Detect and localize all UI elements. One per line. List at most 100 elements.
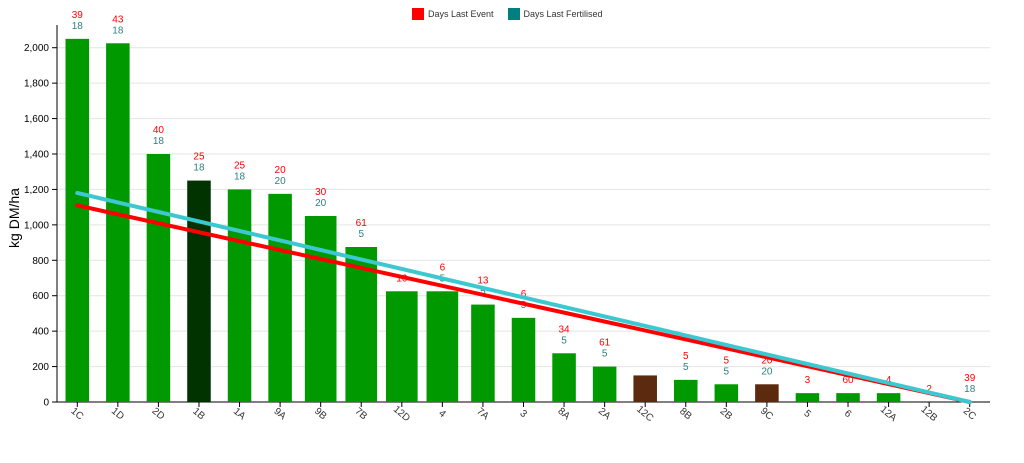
bar-1C: [65, 38, 90, 402]
legend-swatch-event: [412, 8, 424, 20]
y-tick-label: 600: [32, 291, 49, 302]
label-days-last-event: 25: [193, 152, 205, 163]
x-tick-label: 2B: [718, 406, 735, 423]
bar-12A: [876, 393, 901, 402]
x-tick-label: 2C: [961, 406, 978, 423]
label-days-last-event: 20: [761, 355, 773, 366]
y-tick-label: 1,200: [24, 185, 49, 196]
label-days-last-event: 4: [886, 375, 892, 386]
y-tick-label: 1,000: [24, 220, 49, 231]
label-days-last-fertilised: 5: [602, 349, 608, 360]
legend-swatch-fertilised: [507, 8, 520, 20]
label-days-last-fertilised: 20: [761, 366, 773, 377]
label-days-last-fertilised: 18: [964, 384, 976, 395]
x-tick-label: 8B: [677, 406, 694, 423]
label-days-last-event: 61: [356, 218, 368, 229]
bar-3: [511, 317, 536, 402]
legend-label-event: Days Last Event: [428, 9, 494, 19]
bar-12D: [385, 291, 418, 402]
x-tick-label: 1C: [68, 406, 85, 423]
label-days-last-event: 20: [275, 165, 287, 176]
label-days-last-fertilised: 18: [234, 171, 246, 182]
label-days-last-fertilised: 5: [724, 366, 730, 377]
legend-item-days-last-fertilised[interactable]: Days Last Fertilised: [507, 8, 603, 20]
label-days-last-fertilised: 20: [275, 176, 287, 187]
bar-6: [836, 393, 860, 402]
label-days-last-fertilised: 20: [315, 198, 327, 209]
trend-line-days-last-fertilised: [75, 190, 972, 404]
label-days-last-fertilised: 5: [480, 287, 486, 298]
bar-1D: [106, 43, 130, 403]
x-tick-label: 9C: [758, 406, 775, 423]
bar-4: [426, 291, 459, 402]
x-tick-label: 9A: [271, 406, 288, 423]
label-days-last-event: 5: [683, 351, 689, 362]
bar-7A: [471, 304, 495, 402]
y-tick-label: 2,000: [24, 43, 49, 54]
bar-9C: [755, 384, 779, 402]
x-tick-label: 12C: [634, 404, 655, 424]
x-tick-label: 2A: [596, 406, 613, 423]
y-tick-label: 0: [43, 398, 49, 409]
bar-9B: [304, 216, 337, 402]
x-tick-label: 7B: [353, 406, 370, 423]
label-days-last-fertilised: 18: [72, 21, 84, 32]
bar-2B: [714, 384, 739, 402]
x-tick-label: 1B: [190, 406, 207, 423]
y-tick-label: 200: [32, 362, 49, 373]
bar-8B: [673, 379, 698, 402]
label-days-last-fertilised: 5: [561, 335, 567, 346]
label-days-last-fertilised: 5: [683, 362, 689, 373]
bar-8A: [552, 353, 576, 402]
x-tick-label: 3: [517, 408, 529, 420]
bar-1B: [187, 180, 211, 402]
y-tick-label: 1,400: [24, 150, 49, 161]
y-tick-label: 400: [32, 327, 49, 338]
bar-12C: [633, 375, 657, 402]
label-days-last-event: 40: [153, 125, 165, 136]
bar-5: [795, 393, 820, 402]
label-days-last-event: 6: [440, 262, 446, 273]
x-tick-label: 9B: [312, 406, 329, 423]
label-days-last-event: 60: [842, 375, 854, 386]
label-days-last-event: 39: [72, 10, 84, 21]
legend-label-fertilised: Days Last Fertilised: [523, 9, 603, 19]
label-days-last-fertilised: 18: [193, 163, 205, 174]
label-days-last-fertilised: 18: [112, 25, 124, 36]
bar-9A: [268, 193, 292, 402]
bar-7B: [345, 247, 378, 402]
label-days-last-fertilised: 18: [153, 136, 165, 147]
bar-1A: [227, 189, 252, 402]
label-days-last-fertilised: 5: [358, 229, 364, 240]
x-tick-label: 1A: [231, 406, 248, 423]
x-tick-label: 7A: [474, 406, 491, 423]
label-days-last-event: 3: [805, 375, 811, 386]
x-tick-label: 4: [436, 408, 448, 420]
label-days-last-event: 39: [964, 373, 976, 384]
label-days-last-event: 30: [315, 187, 327, 198]
label-days-last-event: 25: [234, 160, 246, 171]
x-tick-label: 12B: [918, 404, 939, 424]
label-days-last-event: 34: [559, 324, 571, 335]
x-tick-label: 1D: [109, 406, 126, 423]
label-days-last-event: 5: [724, 355, 730, 366]
x-tick-label: 5: [801, 408, 813, 420]
bar-2D: [146, 154, 171, 402]
y-tick-label: 1,800: [24, 79, 49, 90]
y-tick-label: 1,600: [24, 114, 49, 125]
trend-line-days-last-event: [75, 203, 972, 404]
label-days-last-event: 61: [599, 338, 611, 349]
x-tick-label: 2D: [150, 406, 167, 423]
x-tick-label: 8A: [555, 406, 572, 423]
label-days-last-event: 2: [926, 384, 932, 395]
bar-2A: [592, 366, 617, 402]
label-days-last-event: 13: [477, 276, 489, 287]
label-days-last-event: 6: [521, 289, 527, 300]
chart-legend: Days Last Event Days Last Fertilised: [412, 8, 603, 20]
y-tick-label: 800: [32, 256, 49, 267]
legend-item-days-last-event[interactable]: Days Last Event: [412, 8, 494, 20]
x-tick-label: 6: [842, 408, 854, 420]
x-tick-label: 12A: [878, 404, 899, 424]
x-tick-label: 12D: [391, 404, 412, 424]
